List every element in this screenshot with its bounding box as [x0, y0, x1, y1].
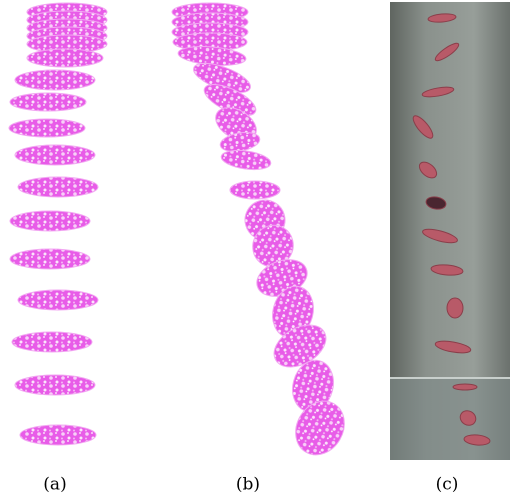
- disk: [14, 144, 96, 166]
- photo-disk: [434, 42, 460, 62]
- disk: [8, 118, 86, 138]
- disk: [229, 180, 281, 200]
- photo-disk: [463, 434, 491, 446]
- panel-label: (b): [236, 475, 260, 495]
- photo-disk: [422, 228, 458, 244]
- photo-disk: [430, 264, 464, 276]
- photo-disk: [412, 115, 434, 139]
- panel-b: [171, 2, 345, 456]
- photo-disk: [418, 161, 438, 179]
- photo-disk: [446, 297, 464, 319]
- panel-c: [390, 2, 510, 460]
- panel-label: (a): [43, 475, 66, 495]
- disk: [295, 400, 345, 456]
- photo-disk: [459, 410, 477, 426]
- photo-disk: [425, 196, 447, 210]
- disk: [17, 176, 99, 198]
- disk: [11, 331, 93, 353]
- disk: [17, 289, 99, 311]
- photo-disk: [421, 86, 455, 98]
- disk: [19, 424, 97, 446]
- disk: [9, 248, 91, 270]
- disk: [220, 149, 272, 171]
- disk: [9, 92, 87, 112]
- disk: [14, 69, 96, 91]
- disk: [14, 374, 96, 396]
- photo-disk: [427, 13, 457, 23]
- photo-disk: [452, 383, 478, 391]
- disk: [252, 224, 294, 268]
- disk: [26, 48, 104, 68]
- panel-label: (c): [436, 475, 459, 495]
- panel-a: [8, 2, 108, 446]
- water-lower: [390, 378, 510, 460]
- photo-disk: [434, 340, 472, 354]
- disk: [9, 210, 91, 232]
